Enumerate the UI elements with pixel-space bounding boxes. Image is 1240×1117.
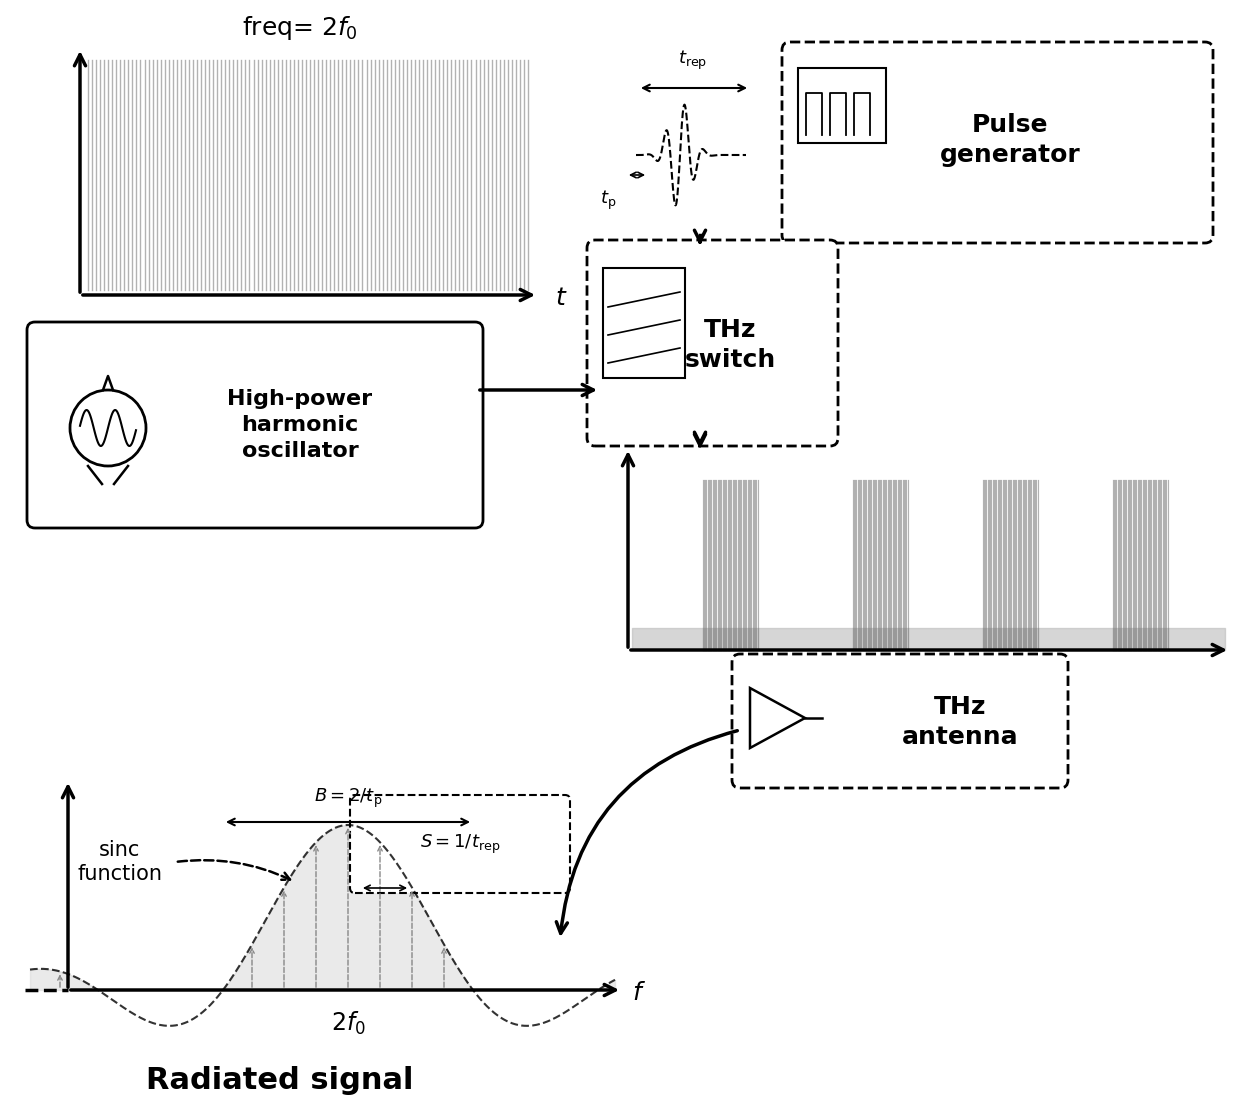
Text: $B=2/t_\mathrm{p}$: $B=2/t_\mathrm{p}$ [314,786,382,810]
Text: $t$: $t$ [556,286,568,311]
Text: Radiated signal: Radiated signal [146,1066,414,1095]
Text: $S=1/t_\mathrm{rep}$: $S=1/t_\mathrm{rep}$ [420,832,500,856]
Text: $t_\mathrm{p}$: $t_\mathrm{p}$ [600,189,616,211]
Text: THz
antenna: THz antenna [901,695,1018,748]
Bar [799,68,887,143]
Text: sinc
function: sinc function [77,840,162,885]
Text: $2f_0$: $2f_0$ [331,1010,366,1038]
Bar [603,268,684,378]
Text: $f$: $f$ [632,981,646,1005]
FancyBboxPatch shape [587,240,838,446]
FancyBboxPatch shape [350,795,570,892]
Text: freq= 2$f_0$: freq= 2$f_0$ [242,15,358,42]
FancyBboxPatch shape [782,42,1213,244]
Text: $t_\mathrm{rep}$: $t_\mathrm{rep}$ [678,49,708,71]
FancyBboxPatch shape [732,653,1068,787]
Text: THz
switch: THz switch [684,318,776,372]
Text: Pulse
generator: Pulse generator [940,113,1080,166]
FancyBboxPatch shape [27,322,484,528]
Text: High-power
harmonic
oscillator: High-power harmonic oscillator [227,389,372,461]
